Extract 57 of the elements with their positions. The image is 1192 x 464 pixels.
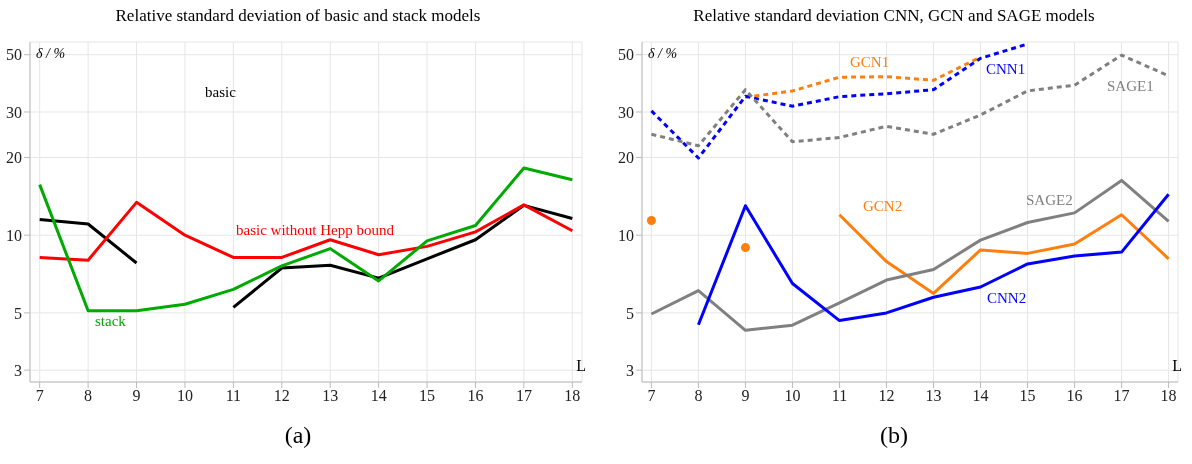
y-tick-label: 10: [6, 226, 22, 244]
x-tick-label: 14: [370, 387, 387, 405]
chart-title: Relative standard deviation CNN, GCN and SAGE models: [692, 6, 1096, 26]
x-axis-title: L: [576, 357, 586, 375]
y-tick-label: 5: [626, 304, 634, 322]
x-tick-label: 15: [1019, 387, 1036, 405]
x-tick-label: 10: [784, 387, 801, 405]
x-axis-title: L: [1172, 357, 1182, 375]
x-tick-label: 17: [515, 387, 532, 405]
x-tick-label: 13: [925, 387, 942, 405]
y-tick-label: 3: [626, 361, 634, 379]
y-tick-label: 10: [618, 226, 634, 244]
x-tick-label: 13: [322, 387, 339, 405]
x-tick-label: 7: [647, 387, 656, 405]
x-tick-label: 8: [84, 387, 93, 405]
y-tick-label: 50: [618, 46, 634, 64]
series-label: GCN2: [863, 198, 903, 215]
x-tick-label: 10: [176, 387, 193, 405]
line-series: [38, 166, 574, 313]
y-tick-label: 20: [618, 149, 634, 167]
x-tick-label: 7: [35, 387, 44, 405]
y-tick-label: 50: [6, 46, 22, 64]
series-label: stack: [95, 313, 126, 330]
x-tick-label: 12: [878, 387, 895, 405]
y-tick-label: 3: [14, 361, 22, 379]
y-axis-title: δ / %: [36, 46, 66, 62]
series-label: SAGE2: [1026, 192, 1073, 209]
text: basic: [205, 84, 236, 101]
text: (a): [283, 422, 313, 449]
x-tick-label: 9: [741, 387, 750, 405]
series-label: basic without Hepp bound: [236, 222, 394, 239]
x-tick-label: 14: [972, 387, 989, 405]
x-tick-label: 18: [1160, 387, 1177, 405]
x-tick-label: 11: [831, 387, 848, 405]
series-label: CNN2: [987, 290, 1027, 307]
chart-title: Relative standard deviation of basic and stack models: [114, 6, 482, 26]
x-tick-label: 15: [419, 387, 436, 405]
y-tick-label: 5: [14, 304, 22, 322]
x-tick-label: 17: [1113, 387, 1130, 405]
text: (b): [879, 422, 909, 449]
y-axis-title: δ / %: [648, 46, 678, 62]
line-series: [696, 192, 1171, 327]
x-tick-label: 9: [132, 387, 141, 405]
line-series: [649, 178, 1171, 332]
series-label: SAGE1: [1107, 78, 1154, 95]
x-tick-label: 16: [1066, 387, 1083, 405]
y-tick-label: 20: [6, 149, 22, 167]
x-tick-label: 16: [467, 387, 484, 405]
x-tick-label: 8: [694, 387, 703, 405]
line-series: [38, 200, 574, 262]
x-tick-label: 18: [564, 387, 581, 405]
series-label: CNN1: [986, 61, 1026, 78]
series-label: GCN1: [850, 54, 890, 71]
y-tick-label: 30: [6, 103, 22, 121]
y-tick-label: 30: [618, 103, 634, 121]
x-tick-label: 11: [225, 387, 242, 405]
x-tick-label: 12: [273, 387, 290, 405]
